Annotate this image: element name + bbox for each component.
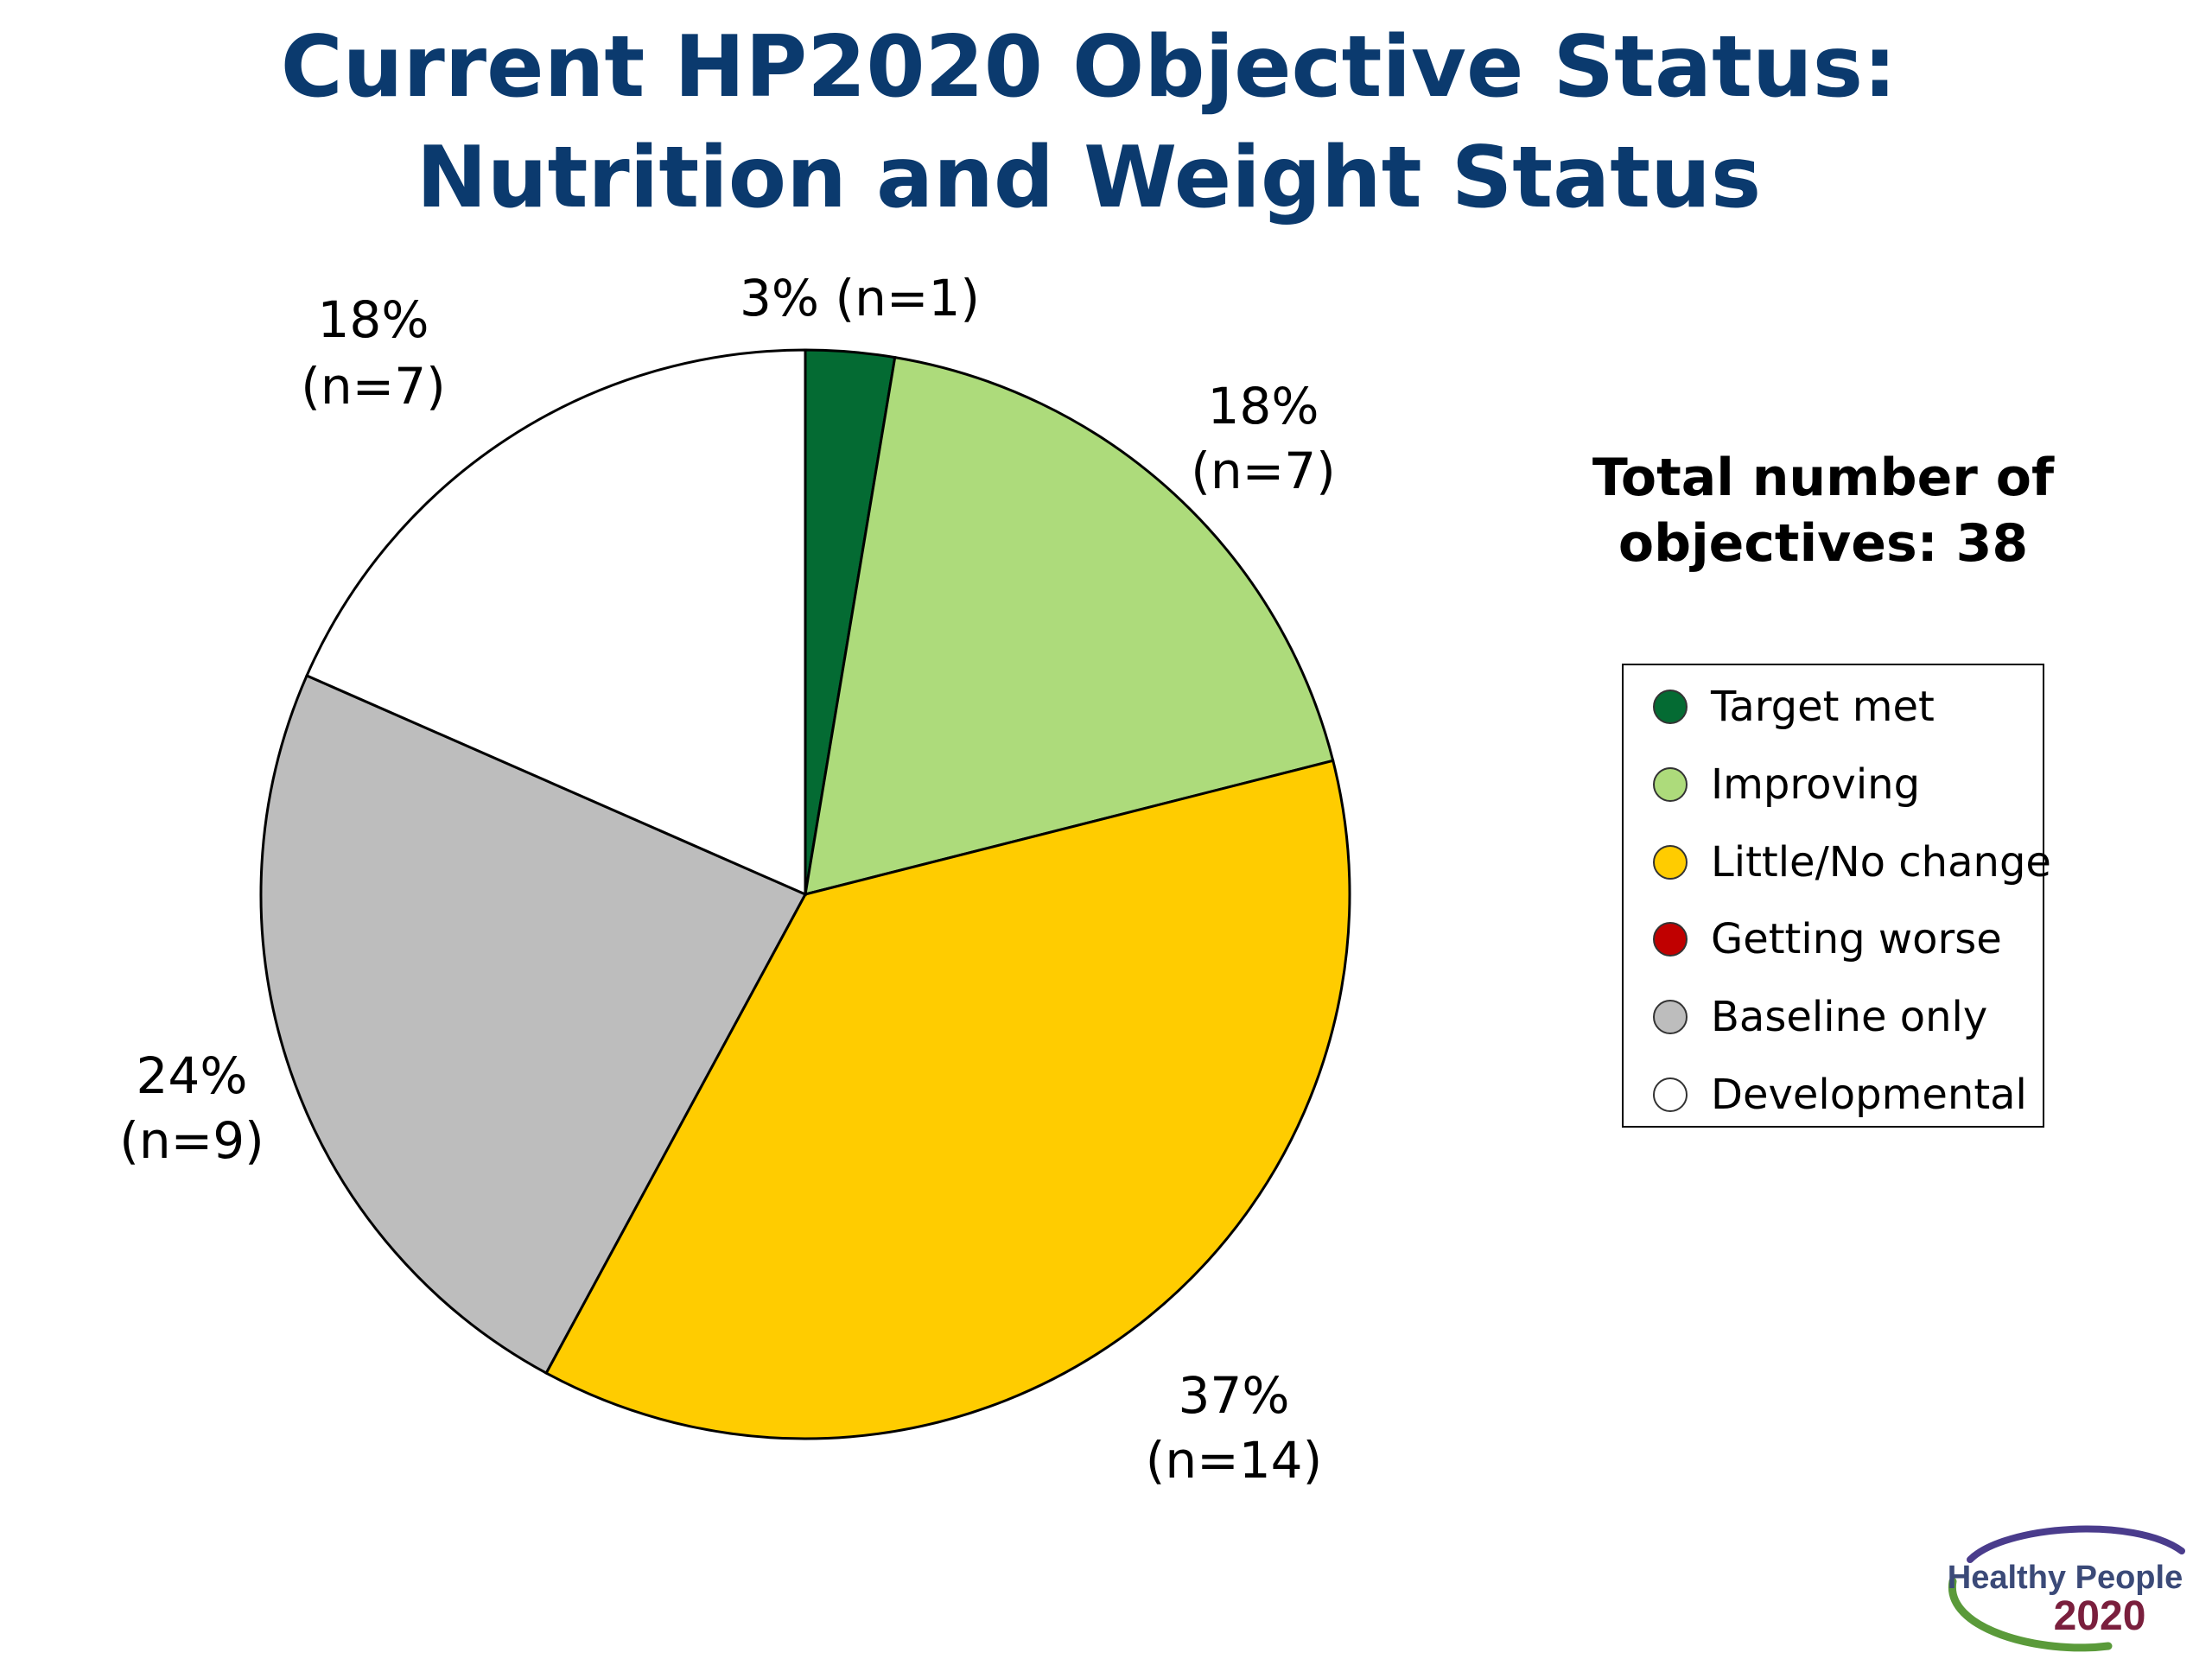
pie-slice-developmental — [305, 348, 807, 897]
legend: Target met Improving Little/No change Ge… — [1622, 664, 2051, 1128]
logo-swoosh-icon — [1948, 1525, 2185, 1652]
pie-slice-baseline-only — [259, 673, 808, 1376]
slice-label-1-line1: 18% — [1208, 377, 1319, 435]
legend-label-little-no-change: Little/No change — [1711, 838, 2051, 887]
slice-label-3-line2: (n=9) — [119, 1111, 264, 1170]
legend-item-developmental: Developmental — [1653, 1065, 2027, 1125]
slice-label-0-line1: 3% (n=1) — [740, 269, 980, 327]
legend-item-baseline-only: Baseline only — [1653, 987, 1987, 1047]
pie-labels: 3% (n=1) 18% (n=7) 37% (n=14) 24% (n=9) 18% (n=7… — [119, 269, 1336, 1490]
legend-swatch-little-no-change — [1653, 845, 1688, 880]
legend-item-getting-worse: Getting worse — [1653, 909, 2002, 969]
legend-label-developmental: Developmental — [1711, 1071, 2027, 1119]
logo-text-line2: 2020 — [2053, 1593, 2146, 1639]
total-objectives: Total number of objectives: 38 — [1564, 445, 2082, 576]
pie-slice-little-no-change — [544, 759, 1351, 1440]
legend-label-improving: Improving — [1711, 760, 1921, 809]
legend-swatch-target-met — [1653, 690, 1688, 724]
chart-title: Current HP2020 Objective Status: Nutriti… — [0, 12, 2177, 233]
legend-label-target-met: Target met — [1711, 683, 1935, 731]
slice-label-4-line2: (n=7) — [301, 357, 446, 416]
logo-text-line1: Healthy People — [1947, 1560, 2183, 1596]
slice-label-2-line2: (n=14) — [1146, 1431, 1322, 1490]
legend-swatch-developmental — [1653, 1077, 1688, 1112]
total-line1: Total number of — [1592, 448, 2055, 508]
legend-swatch-baseline-only — [1653, 1000, 1688, 1034]
legend-swatch-improving — [1653, 767, 1688, 802]
legend-item-improving: Improving — [1653, 754, 1920, 815]
legend-label-getting-worse: Getting worse — [1711, 915, 2002, 963]
legend-item-target-met: Target met — [1653, 677, 1935, 737]
slice-label-4-line1: 18% — [318, 290, 429, 349]
slice-label-3-line1: 24% — [137, 1046, 248, 1105]
slice-label-1-line2: (n=7) — [1191, 442, 1336, 500]
chart-title-line2: Nutrition and Weight Status — [416, 129, 1762, 227]
slice-label-2-line1: 37% — [1179, 1366, 1290, 1425]
pie-slices — [259, 348, 1351, 1440]
total-line2: objectives: 38 — [1618, 513, 2029, 574]
chart-title-line1: Current HP2020 Objective Status: — [280, 18, 1897, 117]
legend-item-little-no-change: Little/No change — [1653, 832, 2051, 893]
legend-swatch-getting-worse — [1653, 922, 1688, 957]
legend-label-baseline-only: Baseline only — [1711, 993, 1988, 1041]
pie-slice-improving — [804, 355, 1335, 897]
healthy-people-logo: Healthy People 2020 — [1936, 1516, 2195, 1655]
